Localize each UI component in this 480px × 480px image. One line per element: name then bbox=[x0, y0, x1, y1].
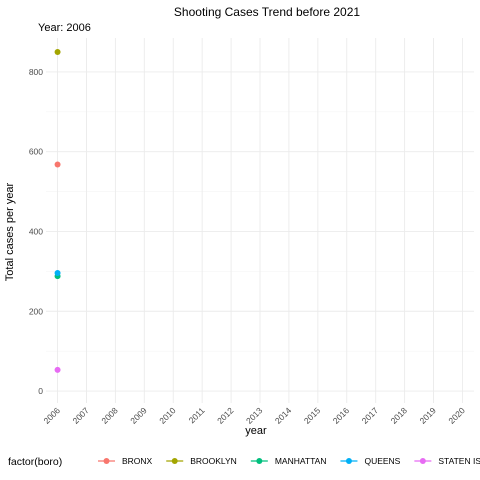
x-tick-label: 2012 bbox=[215, 405, 236, 426]
y-tick-label: 200 bbox=[29, 306, 43, 316]
legend-label: BROOKLYN bbox=[190, 456, 237, 466]
x-tick-label: 2020 bbox=[446, 405, 467, 426]
legend-item: BRONX bbox=[98, 456, 153, 466]
y-tick-label: 0 bbox=[38, 386, 43, 396]
major-gridlines bbox=[46, 38, 474, 403]
x-tick-label: 2013 bbox=[244, 405, 265, 426]
legend-label: QUEENS bbox=[364, 456, 400, 466]
legend-label: STATEN ISLAND bbox=[438, 456, 480, 466]
legend-key-dot bbox=[256, 458, 263, 464]
data-point bbox=[54, 48, 61, 55]
legend-item: BROOKLYN bbox=[166, 456, 237, 466]
legend-key-dot bbox=[419, 458, 426, 464]
x-tick-label: 2009 bbox=[128, 405, 149, 426]
x-axis-ticks: 2006 2007 2008 2009 2010 2011 2012 2013 2014 2015… bbox=[42, 405, 467, 426]
legend-item: QUEENS bbox=[340, 456, 401, 466]
chart-title: Shooting Cases Trend before 2021 bbox=[174, 5, 360, 19]
y-axis-ticks: 0 200 400 600 800 bbox=[29, 67, 43, 396]
legend-item: MANHATTAN bbox=[250, 456, 327, 466]
data-points bbox=[54, 48, 61, 373]
y-axis-label: Total cases per year bbox=[4, 182, 16, 281]
chart-subtitle: Year: 2006 bbox=[38, 22, 91, 34]
legend: factor(boro) BRONX BROOKLYN MANHATTAN QUEEN… bbox=[8, 456, 480, 468]
y-tick-label: 600 bbox=[29, 147, 43, 157]
x-axis-label: year bbox=[245, 425, 267, 437]
x-tick-label: 2010 bbox=[157, 405, 178, 426]
legend-label: BRONX bbox=[122, 456, 153, 466]
x-tick-label: 2008 bbox=[99, 405, 120, 426]
x-tick-label: 2018 bbox=[389, 405, 410, 426]
x-tick-label: 2006 bbox=[42, 405, 63, 426]
y-tick-label: 800 bbox=[29, 67, 43, 77]
data-point bbox=[54, 366, 61, 373]
legend-title: factor(boro) bbox=[8, 456, 62, 468]
legend-key-dot bbox=[103, 458, 110, 464]
x-tick-label: 2017 bbox=[360, 405, 381, 426]
data-point bbox=[54, 161, 61, 168]
x-tick-label: 2015 bbox=[302, 405, 323, 426]
data-point bbox=[54, 269, 61, 276]
legend-key-dot bbox=[171, 458, 178, 464]
x-tick-label: 2019 bbox=[417, 405, 438, 426]
legend-label: MANHATTAN bbox=[275, 456, 327, 466]
x-tick-label: 2007 bbox=[70, 405, 91, 426]
legend-key-dot bbox=[345, 458, 352, 464]
legend-items: BRONX BROOKLYN MANHATTAN QUEENS STATEN ISLAN… bbox=[98, 456, 480, 466]
x-tick-label: 2014 bbox=[273, 405, 294, 426]
x-tick-label: 2016 bbox=[331, 405, 352, 426]
x-tick-label: 2011 bbox=[187, 405, 207, 425]
legend-item: STATEN ISLAND bbox=[414, 456, 480, 466]
y-tick-label: 400 bbox=[29, 226, 43, 236]
